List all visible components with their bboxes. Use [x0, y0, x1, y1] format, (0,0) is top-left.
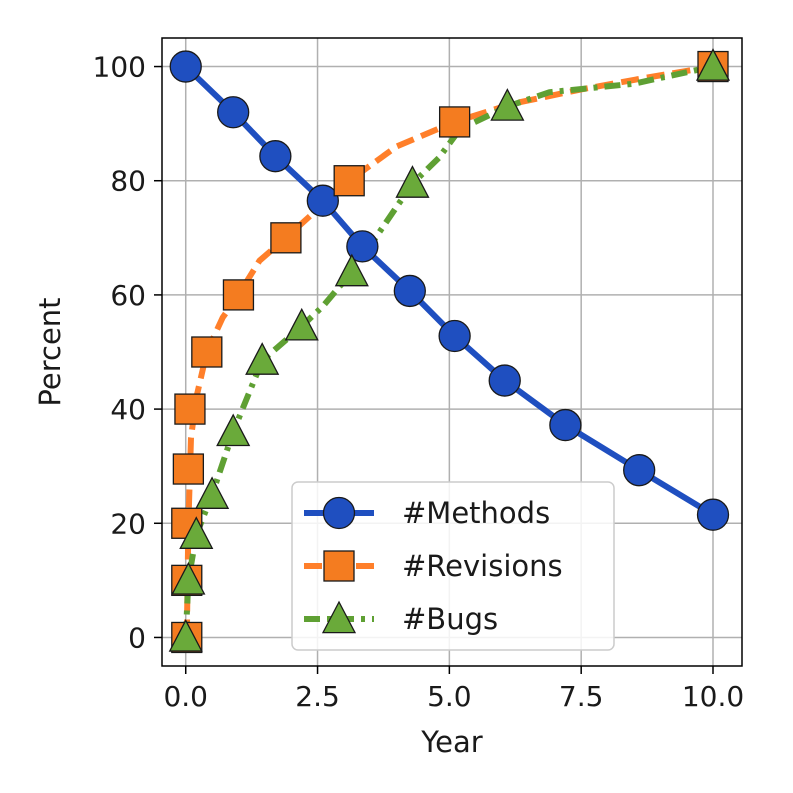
y-tick-label: 60	[110, 279, 146, 312]
series-3-point	[179, 516, 214, 549]
series-1-point	[549, 408, 582, 442]
y-tick-label: 100	[93, 51, 146, 84]
series-1-point	[306, 184, 339, 217]
legend-marker-1	[322, 496, 356, 530]
series-2-point	[172, 453, 205, 485]
legend-box	[291, 481, 615, 651]
legend-label-2: #Revisions	[402, 549, 563, 583]
x-tick-label: 7.5	[559, 680, 604, 713]
y-axis-label: Percent	[33, 297, 67, 406]
x-tick-label: 5.0	[427, 680, 472, 713]
series-2-point	[222, 279, 255, 311]
series-3-point	[334, 253, 369, 287]
legend: #Methods #Revisions #Bugs	[291, 481, 615, 651]
series-3-point	[490, 88, 525, 121]
y-tick-label: 0	[128, 621, 146, 654]
y-tick-label: 20	[110, 507, 146, 540]
series-1-point	[259, 140, 292, 173]
series-3-point	[195, 476, 230, 509]
series-3-point	[695, 48, 731, 81]
series-1-point	[438, 319, 471, 353]
series-1-point	[393, 274, 426, 308]
plot-frame	[161, 37, 743, 667]
series-3-point	[168, 619, 203, 652]
series-1-point	[623, 454, 656, 487]
x-tick-label: 0.0	[163, 680, 208, 713]
legend-label-3: #Bugs	[402, 602, 498, 636]
series-2-point	[191, 336, 223, 368]
series-2-point	[333, 165, 365, 197]
y-tick-label: 40	[110, 393, 146, 426]
axis-ticks: 0.0 2.5 5.0 7.5 10.0 0 20 40 60 80 100	[93, 51, 745, 713]
legend-marker-3	[321, 600, 357, 634]
series-2-point	[174, 393, 206, 425]
x-tick-label: 2.5	[295, 680, 340, 713]
series-3-point	[395, 165, 430, 198]
series-3-point	[171, 561, 206, 595]
x-axis-label: Year	[420, 725, 482, 759]
series-2-point	[438, 106, 471, 138]
legend-marker-2	[323, 550, 355, 582]
series-markers	[168, 48, 731, 654]
series-1-point	[488, 364, 521, 397]
series-3-point	[245, 342, 280, 375]
legend-label-1: #Methods	[402, 496, 550, 530]
series-3-point	[284, 307, 319, 341]
series-1-point	[346, 230, 379, 263]
series-1-point	[696, 498, 730, 531]
y-tick-label: 80	[110, 165, 146, 198]
series-1-point	[169, 50, 202, 83]
series-1-point	[217, 96, 250, 129]
series-2-point	[270, 222, 302, 254]
x-tick-label: 10.0	[682, 680, 744, 713]
series-3-point	[216, 413, 251, 447]
